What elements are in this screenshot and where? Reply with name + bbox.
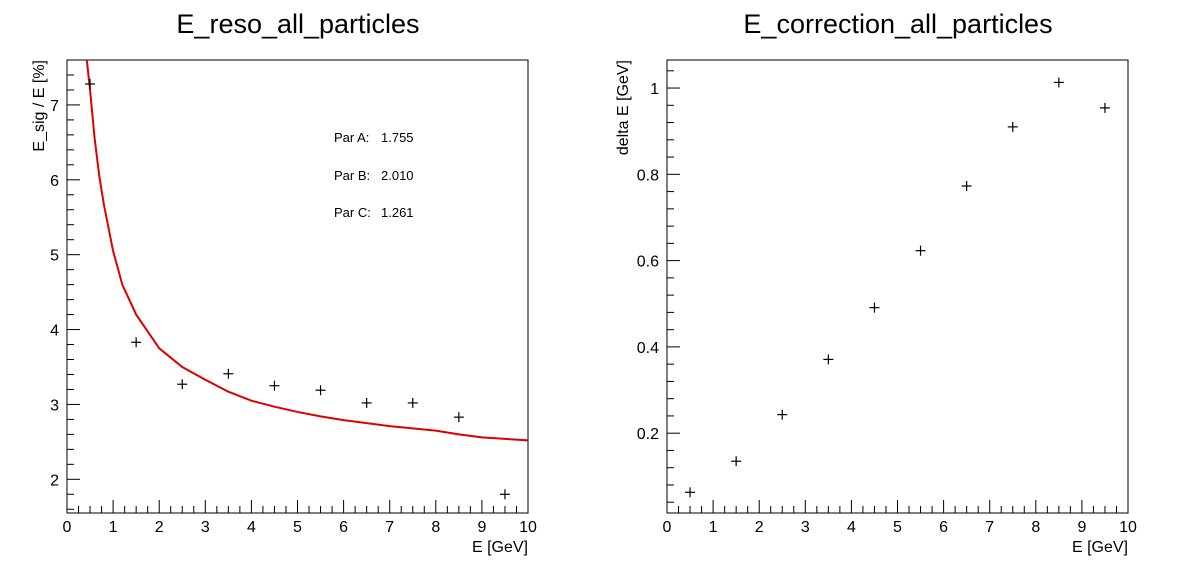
chart-title: E_reso_all_particles	[176, 9, 419, 39]
data-point	[915, 245, 926, 256]
chart-panel-resolution: E_reso_all_particles 0 1 2 3 4 5 6 7 8 9 10 2 3 4 5 6 7…	[31, 9, 537, 556]
fit-parameters: Par A: 1.755 Par B: 2.010 Par C: 1.261	[334, 130, 414, 220]
y-tick-label: 0.4	[637, 340, 659, 357]
y-axis: 0.2 0.4 0.6 0.8 1	[637, 70, 680, 503]
x-axis-label: E [GeV]	[1072, 539, 1128, 556]
data-point	[1099, 102, 1110, 113]
x-tick-label: 10	[519, 519, 537, 536]
y-tick-label: 0.6	[637, 254, 659, 271]
x-tick-label: 8	[431, 519, 440, 536]
x-tick-label: 0	[663, 519, 672, 536]
data-point	[1007, 121, 1018, 132]
data-point	[961, 180, 972, 191]
chart-panel-correction: E_correction_all_particles 0 1 2 3 4 5 6 7 8 9 10 …	[615, 9, 1137, 556]
x-tick-label: 5	[293, 519, 302, 536]
y-tick-label: 3	[50, 397, 59, 414]
data-point	[85, 78, 96, 89]
plot-frame	[666, 59, 1129, 514]
data-point	[823, 354, 834, 365]
data-point	[269, 380, 280, 391]
y-tick-label: 0.2	[637, 426, 659, 443]
data-point	[315, 385, 326, 396]
data-points	[685, 77, 1110, 498]
x-tick-label: 1	[109, 519, 118, 536]
data-point	[1053, 77, 1064, 88]
x-tick-label: 9	[477, 519, 486, 536]
y-tick-label: 5	[50, 248, 59, 265]
x-tick-label: 8	[1031, 519, 1040, 536]
x-tick-label: 4	[247, 519, 256, 536]
x-tick-label: 3	[201, 519, 210, 536]
y-tick-label: 2	[50, 472, 59, 489]
fit-curve	[85, 59, 529, 442]
data-point	[361, 397, 372, 408]
data-point	[731, 456, 742, 467]
fit-param-value: 1.755	[381, 130, 414, 145]
y-tick-label: 7	[50, 98, 59, 115]
x-tick-label: 0	[63, 519, 72, 536]
data-point	[685, 487, 696, 498]
x-tick-label: 1	[709, 519, 718, 536]
data-point	[869, 302, 880, 313]
y-tick-label: 0.8	[637, 167, 659, 184]
x-axis: 0 1 2 3 4 5 6 7 8 9 10	[663, 500, 1137, 536]
y-tick-label: 4	[50, 323, 59, 340]
data-point	[223, 368, 234, 379]
y-tick-label: 1	[650, 81, 659, 98]
plot-frame	[66, 59, 529, 514]
x-tick-label: 9	[1077, 519, 1086, 536]
y-axis-label: E_sig / E [%]	[31, 60, 48, 152]
data-point	[777, 409, 788, 420]
x-tick-label: 4	[847, 519, 856, 536]
y-axis: 2 3 4 5 6 7	[50, 59, 80, 510]
x-tick-label: 2	[155, 519, 164, 536]
x-axis-label: E [GeV]	[472, 539, 528, 556]
x-tick-label: 10	[1119, 519, 1137, 536]
data-point	[177, 379, 188, 390]
data-point	[131, 337, 142, 348]
fit-param-label: Par A:	[334, 130, 369, 145]
fit-param-value: 1.261	[381, 205, 414, 220]
y-tick-label: 6	[50, 173, 59, 190]
x-tick-label: 7	[985, 519, 994, 536]
x-axis: 0 1 2 3 4 5 6 7 8 9 10	[63, 500, 537, 536]
fit-param-value: 2.010	[381, 168, 414, 183]
fit-param-label: Par B:	[334, 168, 370, 183]
x-tick-label: 2	[755, 519, 764, 536]
x-tick-label: 5	[893, 519, 902, 536]
fit-param-label: Par C:	[334, 205, 371, 220]
data-points	[85, 78, 510, 500]
data-point	[407, 397, 418, 408]
chart-title: E_correction_all_particles	[743, 9, 1052, 39]
data-point	[499, 489, 510, 500]
x-tick-label: 6	[939, 519, 948, 536]
x-tick-label: 7	[385, 519, 394, 536]
x-tick-label: 6	[339, 519, 348, 536]
x-tick-label: 3	[801, 519, 810, 536]
data-point	[453, 412, 464, 423]
y-axis-label: delta E [GeV]	[615, 60, 632, 155]
